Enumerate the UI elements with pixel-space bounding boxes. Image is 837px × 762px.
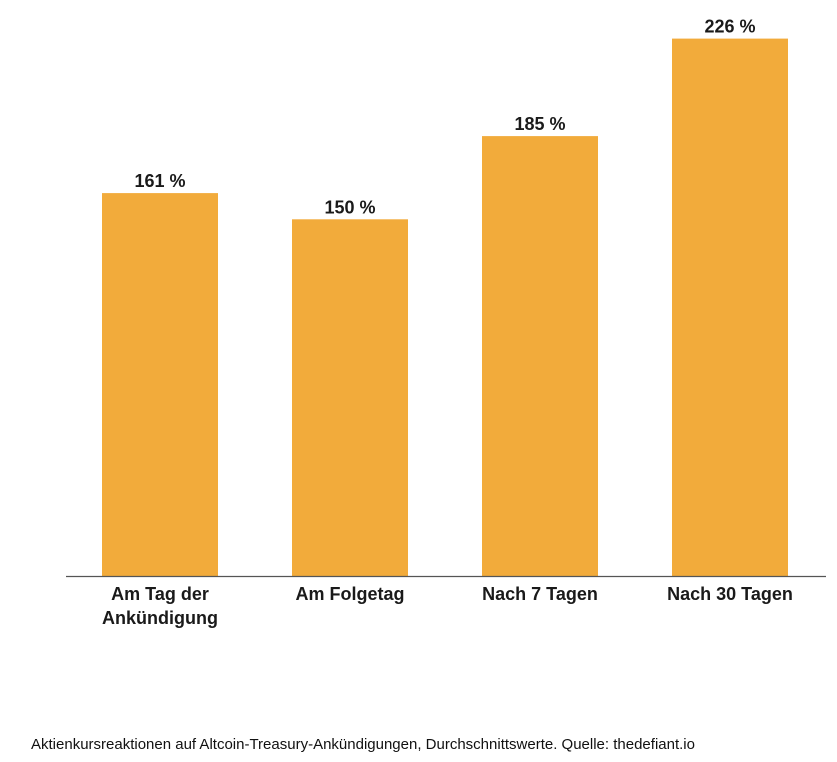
value-label-3: 185 % — [514, 114, 565, 134]
category-label-line: Nach 30 Tagen — [667, 584, 793, 604]
bars-group — [102, 38, 788, 577]
category-label-4: Nach 30 Tagen — [667, 584, 793, 604]
value-label-1: 161 % — [134, 171, 185, 191]
category-label-1: Am Tag der Ankündigung — [102, 584, 218, 628]
category-label-line: Am Folgetag — [295, 584, 404, 604]
value-label-2: 150 % — [324, 197, 375, 217]
category-label-2: Am Folgetag — [295, 584, 404, 604]
value-label-4: 226 % — [704, 17, 755, 37]
chart-caption: Aktienkursreaktionen auf Altcoin-Treasur… — [31, 736, 695, 753]
category-label-line: Ankündigung — [102, 608, 218, 628]
bar-1 — [102, 193, 218, 576]
category-label-3: Nach 7 Tagen — [482, 584, 598, 604]
bar-3 — [482, 136, 598, 576]
category-label-line: Am Tag der — [111, 584, 209, 604]
value-labels-group: 161 % 150 % 185 % 226 % — [134, 17, 755, 218]
category-labels-group: Am Tag der Ankündigung Am Folgetag Nach 7 T… — [102, 584, 793, 628]
bar-4 — [672, 38, 788, 577]
category-label-line: Nach 7 Tagen — [482, 584, 598, 604]
bar-2 — [292, 219, 408, 577]
